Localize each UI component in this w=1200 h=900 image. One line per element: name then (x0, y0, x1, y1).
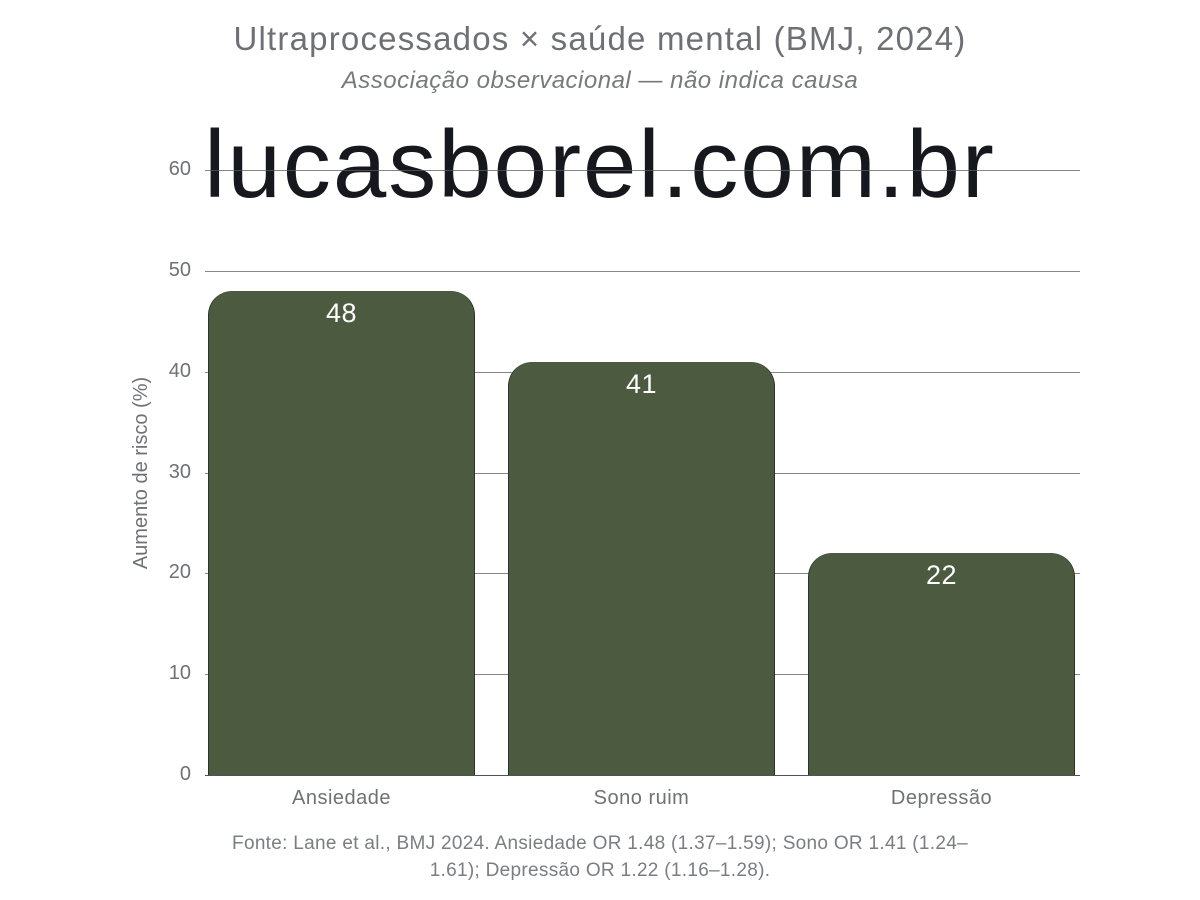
y-tick-label-60: 60 (168, 158, 191, 181)
y-tick-label-20: 20 (168, 561, 191, 584)
source-footer-line2: 1.61); Depressão OR 1.22 (1.16–1.28). (429, 859, 771, 881)
y-tick-label-10: 10 (168, 662, 191, 685)
y-tick-label-50: 50 (168, 258, 191, 281)
x-tick-label-2: Sono ruim (593, 787, 690, 809)
chart-subtitle: Associação observacional — não indica ca… (341, 67, 859, 94)
bar-value-label: 22 (925, 560, 958, 591)
x-tick-label-3: Depressão (890, 787, 993, 809)
bar-value-label: 48 (325, 298, 358, 328)
source-footer-line1: Fonte: Lane et al., BMJ 2024. Ansiedade … (232, 833, 968, 854)
gridline-0 (205, 775, 1080, 776)
y-tick-label-0: 0 (179, 763, 191, 786)
gridline-60 (205, 170, 1080, 171)
source-footer: Fonte: Lane et al., BMJ 2024. Ansiedade … (140, 831, 1060, 884)
y-tick-label-40: 40 (168, 359, 191, 382)
gridline-50 (205, 270, 1080, 272)
watermark-text: lucasborel.com.br (204, 111, 996, 218)
x-tick-label-1: Ansiedade (291, 787, 392, 809)
bar-depressão: 22 (808, 553, 1075, 775)
bar-sono-ruim: 41 (508, 361, 775, 775)
bar-ansiedade: 48 (208, 291, 475, 775)
y-tick-label-30: 30 (168, 460, 191, 483)
chart-title: Ultraprocessados × saúde mental (BMJ, 20… (233, 20, 967, 57)
plot-area: Aumento de risco (%) 0 10 20 30 40 50 60 48 Ansi… (130, 158, 1080, 809)
bar-value-label: 41 (625, 368, 658, 399)
